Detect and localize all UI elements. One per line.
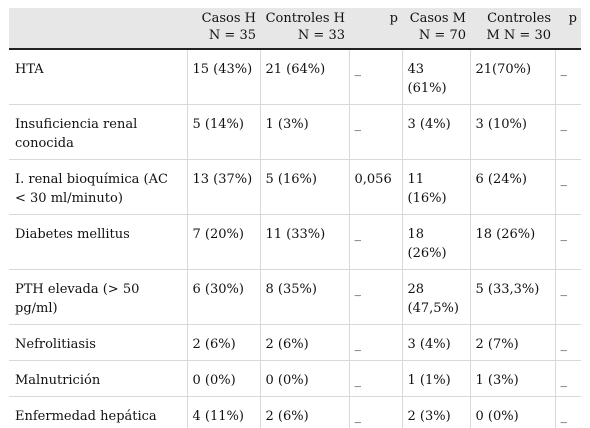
table-cell: 2 (7%) [470, 325, 555, 361]
table-row: I. renal bioquímica (AC < 30 ml/minuto) … [9, 160, 581, 215]
table-cell: 7 (20%) [187, 215, 260, 270]
table-cell: 5 (14%) [187, 105, 260, 160]
table-cell: 4 (11%) [187, 397, 260, 428]
table-cell: 1 (1%) [402, 361, 470, 397]
table-cell: _ [349, 105, 402, 160]
table-cell: Nefrolitiasis [9, 325, 187, 361]
table-cell: 21 (64%) [260, 49, 349, 105]
table-cell: 13 (37%) [187, 160, 260, 215]
table-row: Insuficiencia renal conocida 5 (14%) 1 (… [9, 105, 581, 160]
table-cell: _ [349, 397, 402, 428]
table-cell: 3 (4%) [402, 105, 470, 160]
table-cell: 6 (24%) [470, 160, 555, 215]
table-cell: _ [349, 325, 402, 361]
table-cell: Malnutrición [9, 361, 187, 397]
table-cell: _ [349, 361, 402, 397]
table-cell: Diabetes mellitus [9, 215, 187, 270]
data-table: Casos H N = 35 Controles H N = 33 p Caso… [9, 8, 581, 428]
table-cell: Enfermedad hepática [9, 397, 187, 428]
table-cell: 0 (0%) [187, 361, 260, 397]
table-row: Nefrolitiasis 2 (6%) 2 (6%) _ 3 (4%) 2 (… [9, 325, 581, 361]
table-cell: _ [555, 49, 581, 105]
table-cell: _ [555, 215, 581, 270]
table-cell: 2 (6%) [260, 325, 349, 361]
table-cell: HTA [9, 49, 187, 105]
table-cell: 2 (3%) [402, 397, 470, 428]
table-cell: _ [555, 361, 581, 397]
table-cell: 3 (10%) [470, 105, 555, 160]
table-cell: 0 (0%) [470, 397, 555, 428]
table-cell: 43 (61%) [402, 49, 470, 105]
header-cell: Casos M N = 70 [402, 8, 470, 49]
table-cell: 6 (30%) [187, 270, 260, 325]
table-cell: 18 (26%) [402, 215, 470, 270]
table-cell: 18 (26%) [470, 215, 555, 270]
table-cell: 1 (3%) [260, 105, 349, 160]
table-cell: 3 (4%) [402, 325, 470, 361]
table-cell: 5 (16%) [260, 160, 349, 215]
table-cell: 0 (0%) [260, 361, 349, 397]
header-cell: Controles M N = 30 [470, 8, 555, 49]
table-cell: 8 (35%) [260, 270, 349, 325]
table-cell: 28 (47,5%) [402, 270, 470, 325]
header-cell: Controles H N = 33 [260, 8, 349, 49]
table-cell: 2 (6%) [260, 397, 349, 428]
table-cell: _ [555, 270, 581, 325]
table-cell: _ [555, 325, 581, 361]
header-cell: Casos H N = 35 [187, 8, 260, 49]
table-cell: 5 (33,3%) [470, 270, 555, 325]
table-row: Diabetes mellitus 7 (20%) 11 (33%) _ 18 … [9, 215, 581, 270]
table-cell: 2 (6%) [187, 325, 260, 361]
table-cell: _ [555, 105, 581, 160]
table-row: Malnutrición 0 (0%) 0 (0%) _ 1 (1%) 1 (3… [9, 361, 581, 397]
table-cell: 15 (43%) [187, 49, 260, 105]
table-cell: _ [555, 397, 581, 428]
table-cell: PTH elevada (> 50 pg/ml) [9, 270, 187, 325]
table-cell: 0,056 [349, 160, 402, 215]
header-cell: p [349, 8, 402, 49]
table-row: Enfermedad hepática 4 (11%) 2 (6%) _ 2 (… [9, 397, 581, 428]
table-cell: _ [349, 215, 402, 270]
table-cell: _ [349, 270, 402, 325]
table-row: HTA 15 (43%) 21 (64%) _ 43 (61%) 21(70%)… [9, 49, 581, 105]
table-cell: 11 (33%) [260, 215, 349, 270]
table-cell: I. renal bioquímica (AC < 30 ml/minuto) [9, 160, 187, 215]
header-cell: p [555, 8, 581, 49]
table-cell: 1 (3%) [470, 361, 555, 397]
header-cell [9, 8, 187, 49]
table-cell: _ [555, 160, 581, 215]
table-cell: Insuficiencia renal conocida [9, 105, 187, 160]
table-cell: 11 (16%) [402, 160, 470, 215]
table-row: PTH elevada (> 50 pg/ml) 6 (30%) 8 (35%)… [9, 270, 581, 325]
table-cell: _ [349, 49, 402, 105]
table-cell: 21(70%) [470, 49, 555, 105]
table-header-row: Casos H N = 35 Controles H N = 33 p Caso… [9, 8, 581, 49]
